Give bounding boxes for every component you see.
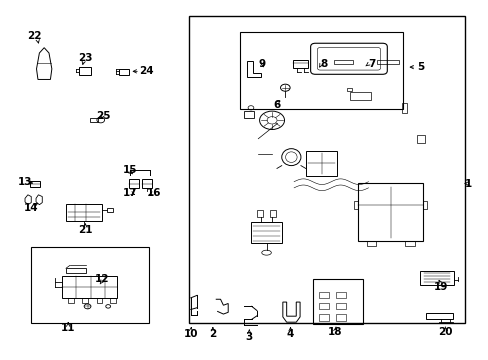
Text: 11: 11 bbox=[61, 323, 75, 333]
Text: 18: 18 bbox=[327, 327, 342, 337]
Text: 19: 19 bbox=[433, 282, 447, 292]
Text: 13: 13 bbox=[18, 177, 32, 187]
Bar bbox=[333, 59, 352, 64]
Text: 6: 6 bbox=[273, 100, 280, 110]
Bar bbox=[189, 16, 464, 323]
Text: 12: 12 bbox=[94, 274, 109, 284]
Bar bbox=[62, 276, 117, 298]
Bar bbox=[318, 314, 328, 321]
Bar bbox=[422, 201, 426, 209]
Text: 23: 23 bbox=[78, 53, 92, 63]
Bar bbox=[292, 60, 308, 68]
Bar bbox=[110, 298, 116, 303]
Bar bbox=[420, 271, 453, 285]
Bar bbox=[335, 314, 346, 321]
Bar bbox=[335, 303, 346, 310]
Bar bbox=[366, 242, 375, 246]
Bar bbox=[346, 88, 351, 91]
Text: 25: 25 bbox=[96, 112, 110, 121]
Bar bbox=[66, 204, 102, 221]
Bar bbox=[79, 67, 91, 75]
Text: 5: 5 bbox=[416, 62, 424, 72]
Bar bbox=[68, 298, 74, 303]
Bar bbox=[270, 210, 276, 217]
Text: 15: 15 bbox=[123, 165, 138, 175]
Bar bbox=[97, 298, 102, 303]
Bar bbox=[142, 179, 151, 188]
Bar bbox=[256, 210, 262, 217]
Bar bbox=[335, 292, 346, 298]
Bar bbox=[401, 103, 406, 113]
Bar bbox=[318, 303, 328, 310]
Bar bbox=[106, 207, 113, 212]
Text: 10: 10 bbox=[183, 329, 198, 339]
Bar bbox=[404, 242, 414, 246]
Bar bbox=[244, 111, 253, 118]
Text: 24: 24 bbox=[139, 66, 153, 76]
Bar bbox=[239, 32, 402, 109]
Bar bbox=[354, 201, 358, 209]
Text: 21: 21 bbox=[78, 225, 92, 235]
Bar bbox=[376, 59, 398, 64]
Text: 3: 3 bbox=[245, 332, 252, 342]
Text: 4: 4 bbox=[286, 329, 294, 339]
Bar bbox=[30, 181, 41, 187]
Text: 8: 8 bbox=[320, 59, 327, 69]
Bar bbox=[129, 179, 139, 188]
Bar bbox=[119, 68, 129, 75]
Text: 9: 9 bbox=[258, 59, 265, 69]
Bar bbox=[31, 247, 148, 323]
Text: 1: 1 bbox=[464, 179, 471, 189]
Bar bbox=[82, 298, 88, 303]
Text: 2: 2 bbox=[209, 329, 216, 339]
Bar bbox=[251, 222, 281, 243]
Text: 17: 17 bbox=[123, 188, 138, 198]
Bar bbox=[89, 118, 98, 122]
Bar bbox=[349, 91, 370, 100]
Text: 22: 22 bbox=[27, 31, 42, 41]
Text: 7: 7 bbox=[367, 59, 374, 69]
Bar bbox=[358, 183, 422, 242]
Bar bbox=[318, 292, 328, 298]
Bar bbox=[416, 135, 424, 143]
Bar bbox=[312, 279, 362, 324]
Text: 20: 20 bbox=[438, 327, 452, 337]
Text: 16: 16 bbox=[147, 188, 162, 198]
Bar bbox=[425, 313, 452, 319]
Text: 14: 14 bbox=[24, 203, 39, 213]
Bar bbox=[66, 268, 86, 273]
Bar bbox=[305, 151, 337, 176]
